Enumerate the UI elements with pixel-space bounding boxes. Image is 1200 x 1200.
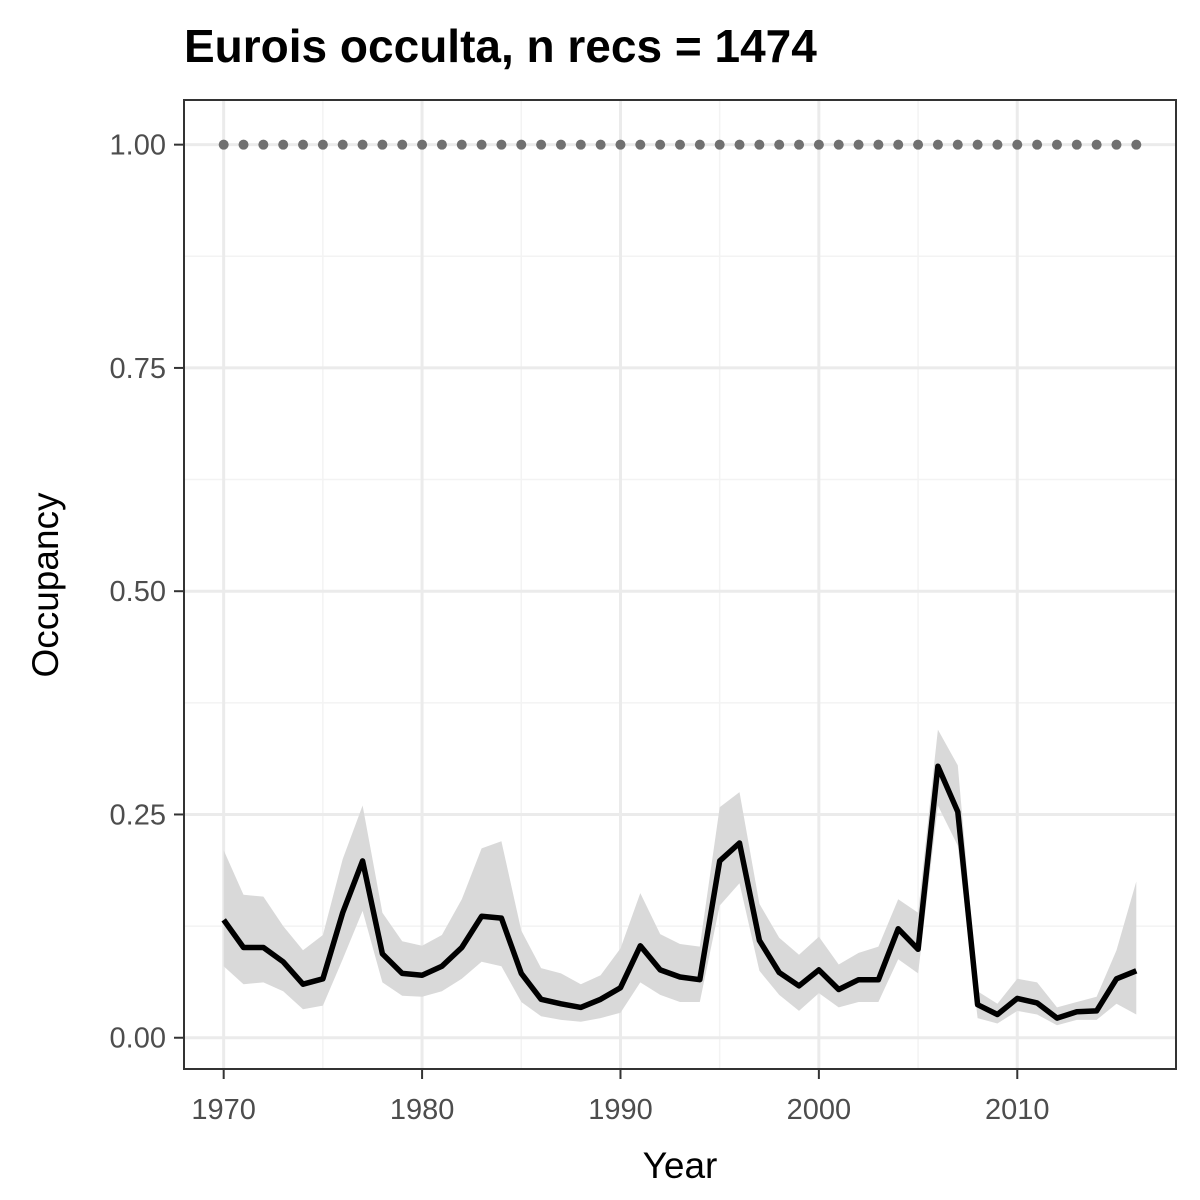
reference-dot xyxy=(516,139,527,150)
chart-title: Eurois occulta, n recs = 1474 xyxy=(184,20,817,72)
x-axis-title: Year xyxy=(643,1145,718,1186)
x-tick-label: 2010 xyxy=(985,1094,1050,1126)
reference-dot xyxy=(932,139,943,150)
reference-dot xyxy=(218,139,229,150)
reference-dot xyxy=(972,139,983,150)
reference-dot xyxy=(575,139,586,150)
x-tick-label: 2000 xyxy=(787,1094,852,1126)
reference-dot xyxy=(377,139,388,150)
y-tick-label: 0.25 xyxy=(110,799,166,831)
reference-dot xyxy=(655,139,666,150)
reference-dot xyxy=(397,139,408,150)
reference-dot xyxy=(1111,139,1122,150)
reference-dot xyxy=(615,139,626,150)
x-tick-label: 1970 xyxy=(191,1094,256,1126)
reference-dot xyxy=(873,139,884,150)
x-axis: 1970 1980 1990 2000 2010 xyxy=(191,1069,1050,1126)
reference-dot xyxy=(337,139,348,150)
reference-dot xyxy=(278,139,289,150)
x-tick-label: 1990 xyxy=(588,1094,653,1126)
reference-dot xyxy=(694,139,705,150)
reference-dot xyxy=(476,139,487,150)
reference-dot xyxy=(298,139,309,150)
reference-dot xyxy=(357,139,368,150)
reference-dot xyxy=(893,139,904,150)
reference-dot xyxy=(913,139,924,150)
reference-dot xyxy=(992,139,1003,150)
y-tick-label: 1.00 xyxy=(110,130,166,162)
x-tick-label: 1980 xyxy=(390,1094,455,1126)
panel-border xyxy=(183,99,1177,1070)
reference-dot xyxy=(417,139,428,150)
y-tick-label: 0.50 xyxy=(110,576,166,608)
reference-dot xyxy=(595,139,606,150)
reference-dot xyxy=(536,139,547,150)
reference-dot xyxy=(496,139,507,150)
reference-dot xyxy=(317,139,328,150)
reference-dot xyxy=(813,139,824,150)
reference-dot xyxy=(853,139,864,150)
y-tick-label: 0.75 xyxy=(110,353,166,385)
reference-dot xyxy=(754,139,765,150)
reference-dot xyxy=(258,139,269,150)
reference-dot xyxy=(1071,139,1082,150)
reference-dots xyxy=(218,139,1142,150)
confidence-ribbon xyxy=(223,729,1137,1026)
reference-dot xyxy=(833,139,844,150)
reference-dot xyxy=(675,139,685,150)
reference-dot xyxy=(1091,139,1102,150)
reference-dot xyxy=(952,139,963,150)
reference-dot xyxy=(1012,139,1023,150)
reference-dot xyxy=(436,139,447,150)
reference-dot xyxy=(774,139,785,150)
reference-dot xyxy=(555,139,566,150)
reference-dot xyxy=(794,139,805,150)
occupancy-line xyxy=(221,763,1138,1021)
reference-dot xyxy=(1051,139,1062,150)
reference-dot xyxy=(1131,139,1142,150)
y-axis-title: Occupancy xyxy=(25,492,66,678)
reference-dot xyxy=(456,139,467,150)
reference-dot xyxy=(714,139,725,150)
y-axis: 0.00 0.25 0.50 0.75 1.00 xyxy=(110,130,184,1055)
reference-dot xyxy=(238,139,249,150)
reference-dot xyxy=(635,139,646,150)
reference-dot xyxy=(734,139,745,150)
y-tick-label: 0.00 xyxy=(110,1023,166,1055)
reference-dot xyxy=(1032,139,1043,150)
